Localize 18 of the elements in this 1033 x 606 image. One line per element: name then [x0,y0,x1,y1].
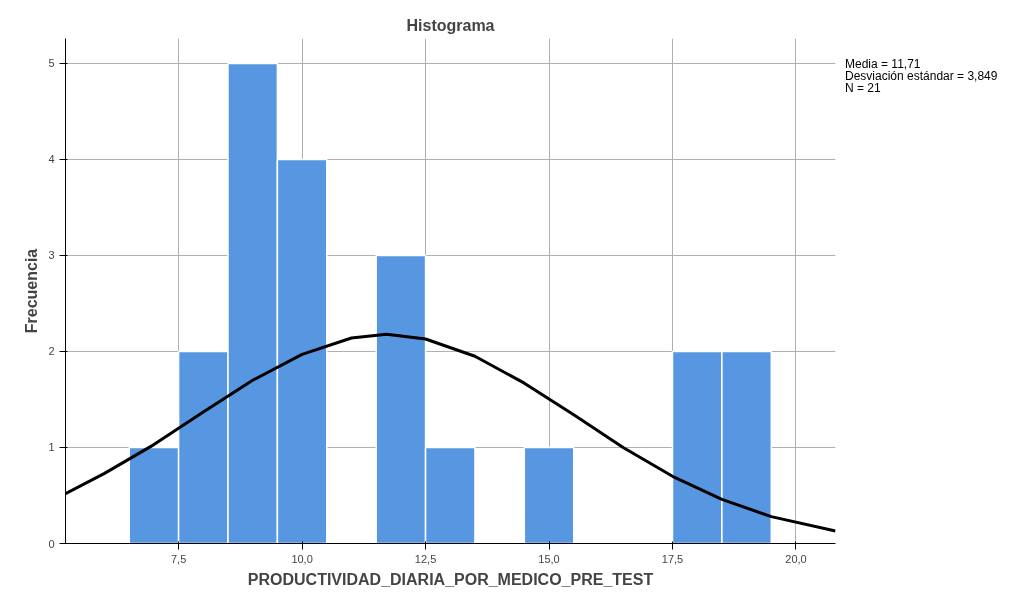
y-axis-title: Frecuencia [23,248,41,334]
x-tick-label: 12,5 [414,552,437,565]
y-tick-label: 1 [48,441,55,454]
text: Media = 11,71 [845,57,921,71]
x-axis-title: PRODUCTIVIDAD_DIARIA_POR_MEDICO_PRE_TEST [247,570,654,588]
chart-title: Histograma [406,16,495,34]
x-tick-label: 20,0 [785,552,807,565]
y-tick-label: 3 [48,249,55,262]
text: Desviación estándar = 3,849 [845,69,998,83]
y-tick-label: 2 [48,345,55,358]
x-tick-label: 10,0 [291,552,313,565]
x-tick-label: 15,0 [538,552,560,565]
x-tick-label: 7,5 [170,552,187,565]
y-tick-label: 5 [48,57,55,70]
y-tick-label: 4 [48,153,55,166]
text: N = 21 [845,81,881,95]
y-tick-label: 0 [48,537,55,550]
x-tick-label: 17,5 [661,552,684,565]
